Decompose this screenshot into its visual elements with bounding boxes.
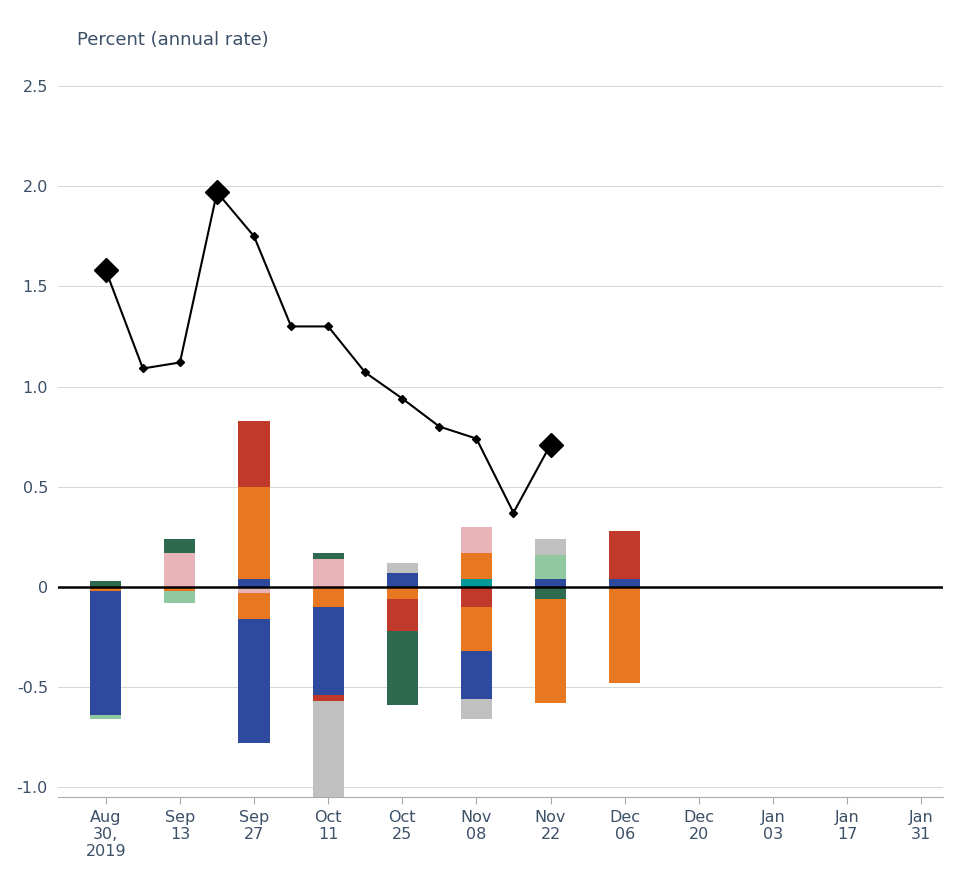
Bar	[90, 581, 121, 587]
Bar	[387, 573, 418, 587]
Bar	[461, 651, 492, 699]
Bar	[238, 618, 270, 743]
Bar	[387, 599, 418, 631]
Bar	[313, 695, 344, 701]
Bar	[461, 699, 492, 719]
Bar	[90, 715, 121, 719]
Bar	[535, 587, 566, 599]
Bar	[313, 607, 344, 695]
Bar	[238, 420, 270, 487]
Bar	[164, 539, 196, 553]
Bar	[164, 590, 196, 603]
Bar	[609, 531, 640, 579]
Bar	[461, 607, 492, 651]
Bar	[164, 553, 196, 587]
Bar	[461, 587, 492, 607]
Bar	[238, 579, 270, 587]
Bar	[387, 562, 418, 573]
Bar	[313, 701, 344, 815]
Bar	[609, 579, 640, 587]
Bar	[90, 590, 121, 715]
Text: Percent (annual rate): Percent (annual rate)	[77, 31, 269, 49]
Bar	[535, 539, 566, 555]
Bar	[238, 587, 270, 593]
Bar	[535, 579, 566, 587]
Bar	[535, 555, 566, 579]
Bar	[164, 587, 196, 590]
Bar	[313, 559, 344, 587]
Bar	[313, 553, 344, 559]
Bar	[90, 587, 121, 590]
Bar	[387, 631, 418, 705]
Bar	[461, 553, 492, 579]
Bar	[461, 526, 492, 553]
Bar	[609, 587, 640, 683]
Bar	[238, 487, 270, 579]
Bar	[238, 593, 270, 618]
Bar	[535, 599, 566, 703]
Bar	[461, 579, 492, 587]
Bar	[387, 587, 418, 599]
Bar	[313, 587, 344, 607]
